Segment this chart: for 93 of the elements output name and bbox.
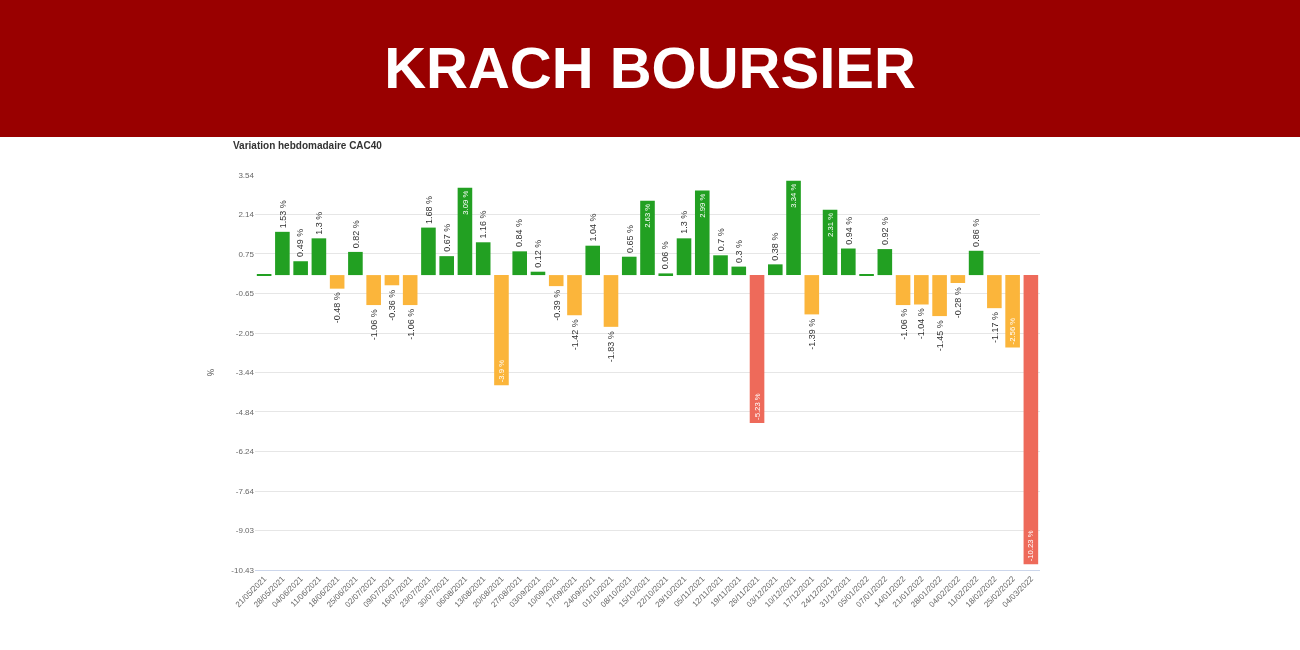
bar bbox=[567, 275, 582, 316]
y-tick-label: -6.24 bbox=[235, 447, 255, 457]
chart-title: KRACH BOURSIER bbox=[384, 35, 916, 101]
data-label: 0.92 % bbox=[879, 216, 890, 245]
bar bbox=[475, 242, 491, 276]
bar bbox=[1023, 275, 1039, 565]
data-label: -2.56 % bbox=[1008, 317, 1018, 345]
bar bbox=[439, 256, 454, 276]
bar bbox=[329, 275, 345, 289]
bar bbox=[731, 266, 747, 276]
data-label: -1.39 % bbox=[806, 318, 817, 350]
y-tick-label: -10.43 bbox=[231, 565, 255, 575]
data-label: 1.68 % bbox=[423, 195, 434, 225]
bar bbox=[713, 255, 728, 276]
bar bbox=[275, 231, 290, 276]
bar bbox=[987, 275, 1002, 309]
data-label: -0.39 % bbox=[551, 289, 562, 321]
bar bbox=[402, 275, 418, 306]
data-label: -1.04 % bbox=[916, 308, 927, 340]
bar bbox=[950, 275, 966, 284]
bar bbox=[895, 275, 911, 306]
data-label: -1.45 % bbox=[935, 320, 945, 352]
bar bbox=[749, 275, 765, 423]
bar bbox=[512, 251, 528, 276]
bar bbox=[877, 249, 893, 276]
bar bbox=[311, 238, 327, 276]
data-label: -1.06 % bbox=[898, 308, 909, 340]
y-tick-label: -3.44 bbox=[235, 368, 255, 378]
data-label: 1.53 % bbox=[277, 200, 288, 229]
bar bbox=[366, 275, 381, 306]
bar bbox=[968, 250, 984, 276]
data-label: 2.31 % bbox=[825, 212, 835, 237]
data-label: 0.82 % bbox=[350, 220, 361, 249]
bar bbox=[548, 275, 564, 287]
bar bbox=[658, 273, 674, 276]
data-label: 0.86 % bbox=[971, 218, 982, 247]
data-label: -0.48 % bbox=[331, 292, 342, 324]
data-label: -5.23 % bbox=[752, 393, 762, 420]
y-tick-label: -0.65 bbox=[235, 289, 255, 299]
y-tick-label: -7.64 bbox=[235, 486, 255, 496]
data-label: 1.3 % bbox=[679, 210, 690, 234]
data-label: -1.83 % bbox=[605, 331, 616, 363]
data-label: -0.36 % bbox=[387, 289, 398, 321]
bar bbox=[421, 227, 436, 276]
data-label: 0.12 % bbox=[533, 239, 544, 268]
data-label: -0.28 % bbox=[953, 287, 964, 319]
bar bbox=[1005, 275, 1020, 348]
data-label: -10.23 % bbox=[1026, 530, 1036, 562]
data-label: 0.3 % bbox=[733, 239, 744, 263]
data-label: -1.06 % bbox=[405, 308, 416, 340]
data-label: -3.9 % bbox=[497, 359, 507, 383]
y-tick-label: -2.05 bbox=[235, 328, 255, 338]
data-label: 0.94 % bbox=[843, 216, 854, 245]
bar bbox=[384, 275, 400, 286]
data-label: 0.49 % bbox=[295, 228, 306, 257]
data-label: -1.17 % bbox=[989, 312, 1000, 344]
data-label: 0.7 % bbox=[715, 228, 726, 252]
bar bbox=[640, 200, 655, 276]
data-label: -1.06 % bbox=[369, 309, 380, 341]
y-tick-label: 3.54 bbox=[238, 170, 255, 180]
bar bbox=[348, 251, 363, 276]
bar bbox=[621, 256, 637, 276]
bar bbox=[914, 275, 929, 305]
data-label: -1.42 % bbox=[569, 319, 580, 351]
data-label: 0.38 % bbox=[769, 232, 780, 261]
bar bbox=[841, 248, 856, 276]
data-label: 0.84 % bbox=[514, 219, 525, 248]
bar bbox=[767, 264, 783, 276]
bar bbox=[804, 275, 820, 315]
data-label: 3.09 % bbox=[460, 190, 470, 215]
y-axis-title: % bbox=[203, 368, 217, 377]
bar bbox=[293, 261, 308, 276]
data-label: 0.06 % bbox=[660, 241, 671, 270]
data-label: 3.34 % bbox=[789, 183, 799, 208]
data-label: 2.99 % bbox=[697, 193, 707, 218]
y-tick-label: -9.03 bbox=[235, 526, 255, 536]
y-tick-label: 2.14 bbox=[238, 210, 255, 220]
chart-subtitle: Variation hebdomadaire CAC40 bbox=[233, 140, 383, 151]
bar bbox=[932, 275, 947, 317]
bar bbox=[786, 180, 801, 276]
y-tick-label: 0.75 bbox=[238, 249, 255, 259]
data-label: 1.04 % bbox=[588, 213, 599, 242]
bar bbox=[676, 238, 692, 276]
bar bbox=[694, 190, 710, 276]
bar bbox=[494, 275, 509, 386]
data-label: 2.63 % bbox=[643, 203, 653, 228]
data-label: 1.3 % bbox=[314, 211, 325, 235]
data-label: 0.65 % bbox=[624, 224, 635, 253]
data-label: 1.16 % bbox=[477, 210, 488, 239]
bar bbox=[603, 275, 619, 327]
bar bbox=[585, 245, 601, 276]
data-label: 0.67 % bbox=[441, 223, 452, 252]
y-tick-label: -4.84 bbox=[235, 407, 255, 417]
